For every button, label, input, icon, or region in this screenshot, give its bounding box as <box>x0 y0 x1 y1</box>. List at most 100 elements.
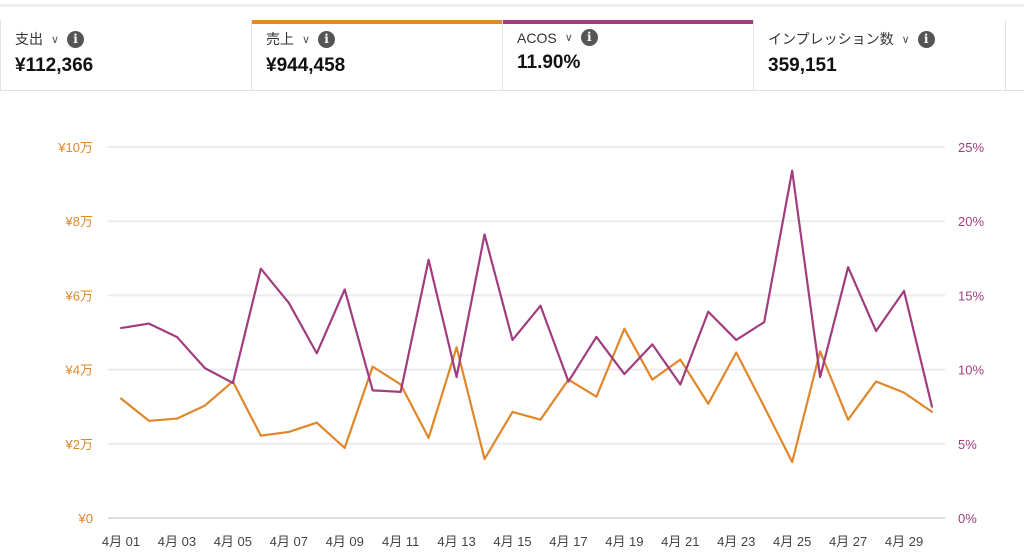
x-axis-tick-label: 4月 25 <box>773 534 811 549</box>
data-point <box>287 430 290 433</box>
left-axis-tick-label: ¥10万 <box>57 140 93 155</box>
data-point <box>120 327 122 330</box>
series-line-acos <box>120 169 934 407</box>
data-point <box>903 391 906 394</box>
data-point <box>203 367 206 370</box>
data-point <box>399 390 402 393</box>
right-axis-tick-label: 15% <box>958 288 984 303</box>
data-point <box>455 346 458 349</box>
data-point <box>175 335 178 338</box>
metric-card-acos[interactable]: ACOS ∨ i 11.90% <box>502 20 753 90</box>
data-point <box>847 418 850 421</box>
data-point <box>847 266 850 269</box>
chevron-down-icon[interactable]: ∨ <box>302 33 311 46</box>
metric-value: ¥112,366 <box>15 55 94 76</box>
data-point <box>315 421 318 424</box>
chevron-down-icon[interactable]: ∨ <box>901 33 910 46</box>
metric-value: 11.90% <box>517 52 581 73</box>
data-point <box>931 410 933 413</box>
x-axis-tick-label: 4月 19 <box>605 534 643 549</box>
data-point <box>259 267 262 270</box>
data-point <box>875 330 878 333</box>
data-point <box>483 458 486 461</box>
metric-label: ACOS <box>517 29 557 46</box>
data-point <box>679 358 682 361</box>
data-point <box>763 405 766 408</box>
data-point <box>623 373 626 376</box>
x-axis-tick-label: 4月 05 <box>214 534 252 549</box>
data-point <box>931 405 933 408</box>
metric-label: インプレッション数 <box>768 31 894 47</box>
data-point <box>175 417 178 420</box>
x-axis-tick-label: 4月 01 <box>102 534 140 549</box>
data-point <box>707 310 710 313</box>
data-point <box>735 351 738 354</box>
data-point <box>679 383 682 386</box>
data-point <box>231 381 234 384</box>
data-point <box>203 404 206 407</box>
data-point <box>343 446 346 449</box>
x-axis-tick-label: 4月 29 <box>885 534 923 549</box>
x-axis-tick-label: 4月 17 <box>549 534 587 549</box>
x-axis-tick-label: 4月 11 <box>382 534 419 549</box>
metric-value: 359,151 <box>768 55 837 76</box>
data-point <box>371 365 374 368</box>
data-point <box>259 434 262 437</box>
x-axis-tick-label: 4月 09 <box>326 534 364 549</box>
data-point <box>455 376 458 379</box>
data-point <box>707 402 710 405</box>
data-point <box>763 321 766 324</box>
data-point <box>595 395 598 398</box>
right-axis-tick-label: 25% <box>958 140 984 155</box>
metric-value: ¥944,458 <box>266 55 346 76</box>
info-icon[interactable]: i <box>318 30 336 48</box>
left-axis-tick-label: ¥4万 <box>65 363 93 378</box>
sales-accent-bar <box>252 20 502 24</box>
x-axis-tick-label: 4月 15 <box>493 534 531 549</box>
metric-label: 支出 <box>15 31 43 47</box>
data-point <box>371 389 374 392</box>
left-axis-tick-label: ¥2万 <box>65 437 93 452</box>
data-point <box>483 233 486 236</box>
metric-card-sales[interactable]: 売上 ∨ i ¥944,458 <box>251 20 502 90</box>
left-axis-tick-label: ¥0 <box>78 511 93 526</box>
data-point <box>595 335 598 338</box>
info-icon[interactable]: i <box>580 29 598 46</box>
data-point <box>147 322 150 325</box>
metric-label: 売上 <box>266 31 294 47</box>
data-point <box>343 288 346 291</box>
data-point <box>567 380 570 383</box>
right-axis-tick-label: 10% <box>958 363 984 378</box>
data-point <box>819 350 822 353</box>
x-axis-tick-label: 4月 07 <box>270 534 308 549</box>
metric-cards: 支出 ∨ i ¥112,366 売上 ∨ i ¥944,458 ACOS ∨ i 11.90… <box>0 20 1024 91</box>
left-axis-tick-label: ¥6万 <box>65 288 93 303</box>
x-axis-tick-label: 4月 27 <box>829 534 867 549</box>
data-point <box>427 436 430 439</box>
data-point <box>539 418 542 421</box>
data-point <box>875 380 878 383</box>
series-line-sales <box>120 327 933 464</box>
data-point <box>147 419 150 422</box>
x-axis-tick-label: 4月 21 <box>661 534 699 549</box>
metric-card-impressions[interactable]: インプレッション数 ∨ i 359,151 <box>753 20 1006 90</box>
data-point <box>120 397 122 400</box>
data-point <box>651 343 654 346</box>
info-icon[interactable]: i <box>67 30 85 48</box>
data-point <box>819 376 822 379</box>
data-point <box>623 327 626 330</box>
data-point <box>511 338 514 341</box>
acos-accent-bar <box>503 20 753 24</box>
data-point <box>791 460 794 463</box>
data-point <box>511 410 514 413</box>
data-point <box>287 301 290 304</box>
right-axis-tick-label: 5% <box>958 437 977 452</box>
chevron-down-icon[interactable]: ∨ <box>51 33 60 46</box>
left-axis-tick-label: ¥8万 <box>65 214 93 229</box>
right-axis-tick-label: 20% <box>958 214 984 229</box>
metric-card-spend[interactable]: 支出 ∨ i ¥112,366 <box>0 20 251 90</box>
info-icon[interactable]: i <box>917 30 935 48</box>
chevron-down-icon[interactable]: ∨ <box>564 32 573 44</box>
data-point <box>735 338 738 341</box>
